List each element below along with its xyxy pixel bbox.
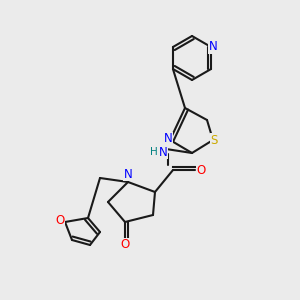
Text: O: O (56, 214, 64, 226)
Text: O: O (120, 238, 130, 251)
Text: N: N (159, 146, 167, 158)
Text: O: O (196, 164, 206, 176)
Text: N: N (164, 133, 172, 146)
Text: H: H (150, 147, 158, 157)
Text: N: N (124, 167, 132, 181)
Text: N: N (209, 40, 218, 53)
Text: S: S (210, 134, 218, 146)
